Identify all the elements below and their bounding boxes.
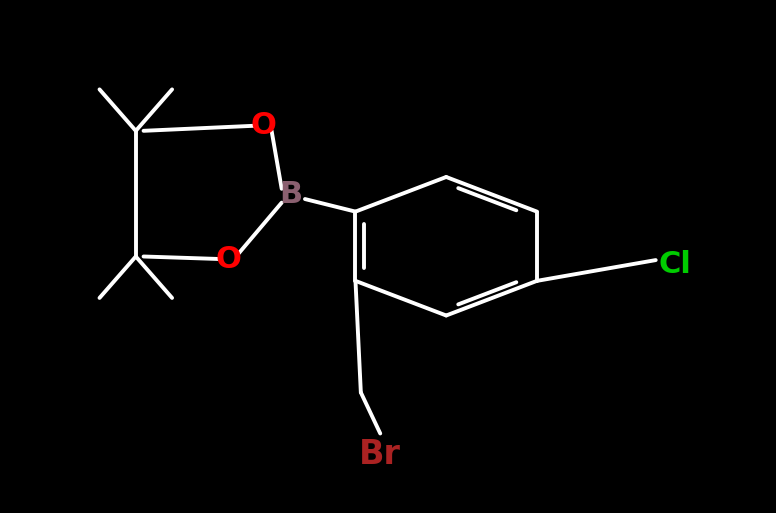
Text: Cl: Cl bbox=[659, 250, 691, 279]
Text: B: B bbox=[279, 181, 303, 209]
Text: Br: Br bbox=[359, 438, 401, 470]
Text: O: O bbox=[251, 111, 277, 140]
Text: O: O bbox=[216, 245, 242, 273]
